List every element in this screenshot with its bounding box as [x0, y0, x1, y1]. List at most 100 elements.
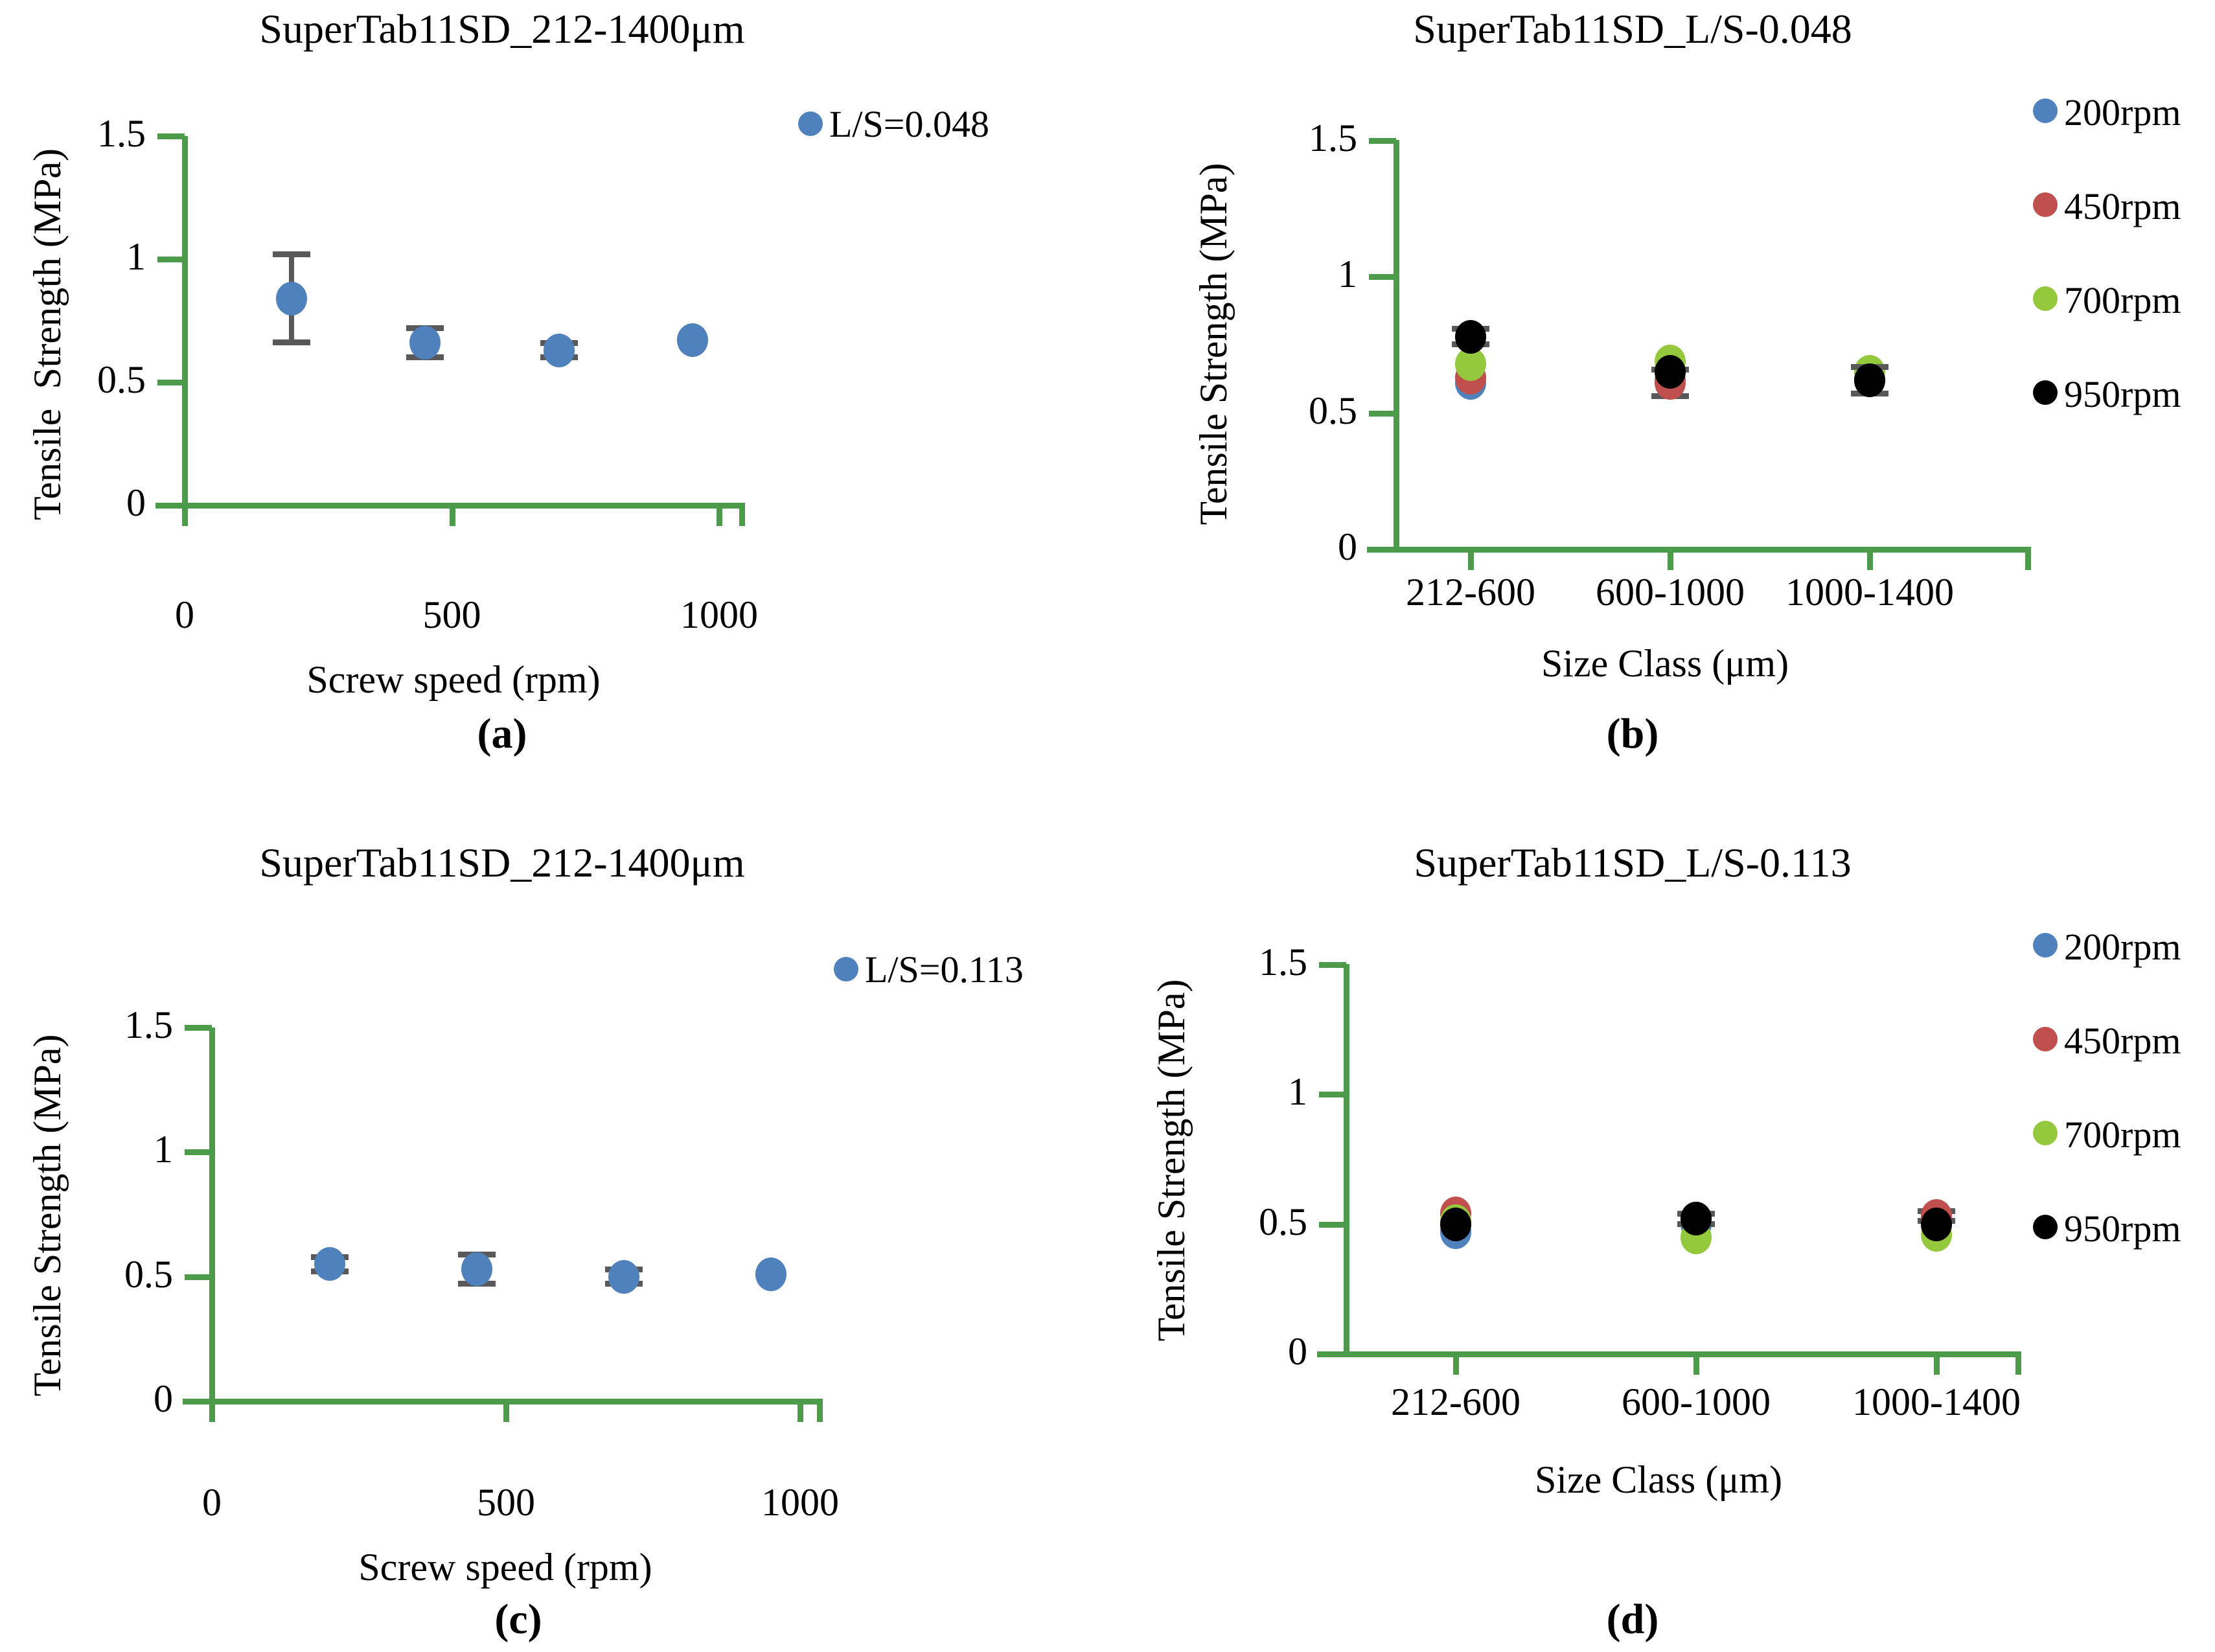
y-tick-label: 1	[126, 235, 146, 278]
y-tick-label: 1.5	[124, 1003, 173, 1046]
legend-marker-ls-0113	[834, 957, 858, 981]
panel-c-x-axis-label: Screw speed (rpm)	[358, 1546, 652, 1589]
y-tick	[185, 1149, 212, 1155]
y-tick	[1369, 274, 1396, 280]
legend-marker-200rpm	[2033, 933, 2058, 958]
x-axis-end-tick	[2015, 1351, 2021, 1375]
panel-a-x-axis-label: Screw speed (rpm)	[306, 658, 601, 701]
x-tick-label: 1000-1400	[1785, 571, 1954, 614]
y-tick	[185, 1274, 212, 1280]
y-tick-label: 0.5	[124, 1252, 173, 1296]
x-axis-end-tick	[817, 1399, 823, 1422]
y-tick	[1369, 410, 1396, 417]
y-tick	[1319, 1092, 1346, 1097]
y-tick-label: 0.5	[1259, 1200, 1307, 1243]
panel-d-caption: (d)	[1606, 1596, 1659, 1643]
x-tick-label: 0	[202, 1481, 222, 1524]
legend-marker-ls-0048	[798, 111, 823, 136]
data-point-950rpm-600-1000	[1655, 355, 1686, 389]
data-point-950rpm-1000-1400	[1854, 363, 1885, 397]
y-tick	[1319, 1351, 1346, 1357]
legend-marker-700rpm	[2033, 286, 2058, 311]
panel-c-caption: (c)	[494, 1596, 542, 1643]
y-tick	[185, 1399, 212, 1405]
data-point-200rpm	[276, 281, 307, 315]
data-point-950rpm	[755, 1257, 786, 1291]
y-tick-label: 0	[126, 481, 146, 524]
y-tick	[157, 257, 185, 262]
legend-label-450rpm: 450rpm	[2064, 185, 2181, 227]
legend-label-700rpm: 700rpm	[2064, 1114, 2181, 1156]
y-tick	[157, 503, 185, 509]
legend-label-700rpm: 700rpm	[2064, 279, 2181, 321]
x-tick	[1468, 549, 1474, 570]
y-tick-label: 1.5	[1309, 116, 1357, 159]
legend-label-ls-0048: L/S=0.048	[829, 103, 990, 145]
panel-b-caption: (b)	[1606, 710, 1659, 757]
error-bar-cap	[273, 251, 310, 258]
data-point-950rpm-212-600	[1440, 1207, 1471, 1241]
panel-c-title: SuperTab11SD_212-1400μm	[259, 840, 745, 886]
panel-b-title: SuperTab11SD_L/S-0.048	[1413, 6, 1852, 52]
data-point-450rpm	[461, 1252, 492, 1286]
x-tick-label: 1000-1400	[1852, 1381, 2021, 1423]
x-axis	[183, 1399, 823, 1405]
y-axis	[1394, 140, 1399, 552]
y-tick	[1319, 961, 1346, 968]
y-tick	[157, 380, 185, 385]
data-point-950rpm-600-1000	[1681, 1202, 1712, 1236]
x-tick	[1693, 1354, 1699, 1375]
legend-label-200rpm: 200rpm	[2064, 91, 2181, 133]
data-point-200rpm	[314, 1247, 345, 1281]
y-tick-label: 0	[1338, 525, 1357, 568]
legend-marker-700rpm	[2033, 1121, 2058, 1145]
legend-marker-950rpm	[2033, 1215, 2058, 1239]
y-tick-label: 0.5	[1309, 389, 1357, 432]
y-tick-label: 1	[1338, 253, 1357, 295]
legend-marker-950rpm	[2033, 380, 2058, 405]
y-tick-label: 1	[1288, 1070, 1307, 1113]
y-axis	[182, 136, 188, 508]
y-tick-label: 1.5	[97, 112, 146, 155]
x-tick-label: 600-1000	[1622, 1381, 1771, 1423]
x-tick	[1668, 549, 1673, 570]
x-tick-label: 500	[477, 1481, 535, 1524]
data-point-700rpm	[608, 1259, 639, 1294]
legend-label-950rpm: 950rpm	[2064, 373, 2181, 415]
x-tick-label: 212-600	[1391, 1381, 1521, 1423]
legend-marker-450rpm	[2033, 192, 2058, 217]
x-axis	[1367, 547, 2031, 553]
y-tick	[1369, 137, 1396, 144]
panel-b-x-axis-label: Size Class (μm)	[1541, 642, 1789, 685]
error-bar-cap	[273, 339, 310, 346]
y-tick	[157, 133, 185, 139]
x-tick	[209, 1401, 215, 1422]
x-tick	[1453, 1354, 1459, 1375]
y-tick-label: 0	[154, 1377, 173, 1420]
y-tick-label: 0.5	[97, 358, 146, 401]
y-tick-label: 0	[1288, 1330, 1307, 1373]
panel-a-title: SuperTab11SD_212-1400μm	[259, 6, 745, 52]
legend-label-950rpm: 950rpm	[2064, 1208, 2181, 1250]
y-tick	[1369, 547, 1396, 553]
x-tick	[1934, 1354, 1940, 1375]
data-point-950rpm-1000-1400	[1921, 1207, 1952, 1241]
x-tick	[798, 1401, 803, 1422]
x-axis-end-tick	[739, 503, 745, 526]
data-point-700rpm	[543, 333, 575, 367]
x-tick	[717, 505, 722, 526]
data-point-950rpm-212-600	[1455, 319, 1486, 354]
y-axis	[209, 1027, 215, 1404]
y-axis	[1344, 964, 1349, 1357]
x-axis-end-tick	[2025, 547, 2031, 570]
data-point-950rpm	[676, 323, 708, 358]
x-tick-label: 600-1000	[1596, 571, 1745, 614]
legend-label-450rpm: 450rpm	[2064, 1020, 2181, 1062]
panel-a-caption: (a)	[477, 710, 527, 757]
x-tick	[449, 505, 455, 526]
panel-b-y-axis-label: Tensile Strength (MPa)	[1192, 163, 1235, 525]
x-tick	[1867, 549, 1873, 570]
x-axis	[1317, 1351, 2021, 1357]
y-tick	[1319, 1221, 1346, 1228]
